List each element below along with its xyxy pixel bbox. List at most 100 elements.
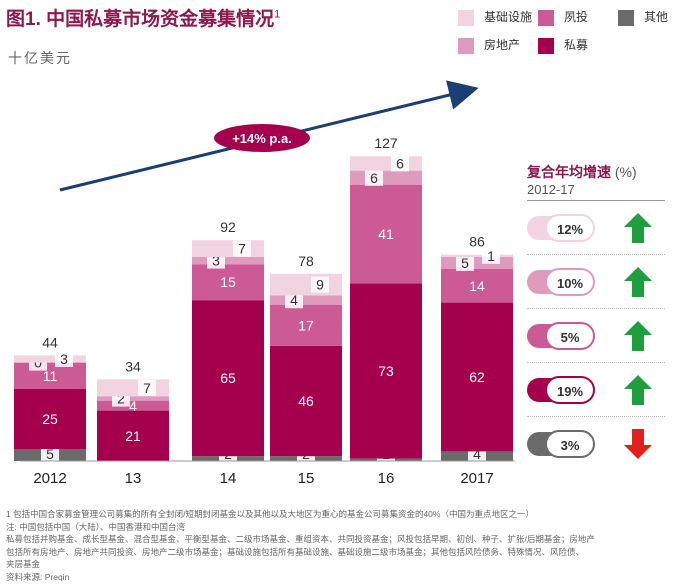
cagr-title: 复合年均增速 (%): [527, 164, 637, 180]
legend-swatch-real-estate: [458, 37, 474, 54]
legend-swatch-infrastructure: [458, 9, 474, 26]
cagr-value: 12%: [545, 214, 595, 242]
data-label: 65: [220, 370, 236, 386]
bar-segment-infra: [97, 379, 169, 397]
data-label-bg: [365, 169, 383, 186]
data-label: 6: [396, 155, 404, 171]
bar-segment-realestate: [270, 295, 342, 305]
legend-item-real-estate: 房地产: [458, 36, 520, 54]
data-label-bg: [285, 292, 303, 309]
data-label-bg: [55, 351, 73, 367]
cagr-value: 3%: [545, 430, 595, 458]
data-label: 3: [212, 253, 220, 269]
data-label: 3: [60, 351, 68, 367]
bar-segment-pe: [350, 283, 422, 459]
cagr-value: 19%: [545, 376, 595, 404]
cagr-value: 5%: [545, 322, 595, 350]
bar-segment-infra: [441, 254, 513, 257]
bar-segment-vc: [441, 269, 513, 303]
arrow-down-icon: [624, 429, 652, 459]
data-label: 1: [487, 248, 495, 264]
total-label: 44: [42, 334, 58, 350]
data-label: 21: [125, 428, 141, 444]
bar-segment-vc: [192, 264, 264, 301]
bar-segment-infra: [350, 156, 422, 171]
data-label: 25: [42, 411, 58, 427]
data-label: 5: [46, 446, 54, 462]
data-label: 14: [469, 278, 485, 294]
data-label-bg: [482, 247, 500, 264]
cagr-row: 5%: [527, 320, 665, 352]
data-label-bg: [138, 379, 156, 396]
x-tick-label: 16: [378, 470, 395, 487]
x-tick-label: 13: [125, 470, 142, 487]
legend-swatch-vc: [538, 9, 554, 26]
data-label: 11: [43, 368, 58, 384]
data-label: 46: [298, 393, 314, 409]
cagr-row-divider: [527, 416, 665, 417]
total-label: 86: [469, 234, 485, 250]
cagr-row: 19%: [527, 374, 665, 406]
bar-segment-realestate: [97, 396, 169, 401]
x-tick-label: 14: [220, 470, 237, 487]
growth-label: +14% p.a.: [232, 131, 292, 146]
cagr-period: 2012-17: [527, 182, 575, 197]
bar-segment-pe: [14, 389, 86, 449]
cagr-row: 12%: [527, 212, 665, 244]
data-label: 5: [461, 255, 469, 271]
data-label: 7: [238, 241, 246, 257]
page-title: 图1. 中国私募市场资金募集情况1: [6, 8, 281, 30]
bar-segment-pe: [192, 300, 264, 457]
data-label-bg: [391, 155, 409, 172]
bar-segment-pe: [270, 345, 342, 457]
x-tick-label: 2017: [460, 470, 493, 487]
legend-swatch-pe: [538, 37, 554, 54]
cagr-row-divider: [527, 308, 665, 309]
x-tick-label: 2012: [33, 470, 66, 487]
data-label: 9: [316, 277, 324, 293]
cagr-value: 10%: [545, 268, 595, 296]
cagr-row: 3%: [527, 428, 665, 460]
bar-segment-infra: [14, 355, 86, 363]
unit-label: 十亿美元: [8, 50, 72, 66]
arrow-up-icon: [624, 375, 652, 405]
legend-item-other: 其他: [618, 8, 668, 26]
footnotes: 1 包括中国合家募金管理公司募集的所有全封闭/短期封闭基金以及其他以及大地区为重…: [6, 508, 696, 583]
data-label-bg: [311, 276, 329, 293]
bar-segment-infra: [192, 240, 264, 257]
bar-segment-realestate: [350, 170, 422, 185]
legend: 基础设施 夙投 其他 房地产 私募: [458, 8, 698, 64]
growth-badge: [214, 124, 310, 152]
cagr-row-divider: [527, 362, 665, 363]
cagr-row-divider: [527, 254, 665, 255]
arrow-up-icon: [624, 213, 652, 243]
data-label: 15: [220, 274, 236, 290]
legend-item-infrastructure: 基础设施: [458, 8, 532, 26]
bar-segment-vc: [270, 305, 342, 346]
footnote-line: 夹层基金: [6, 559, 41, 569]
footnote-line: 包括所有房地产、房地产共同投资、房地产二级市场基金；基础设施包括所有基础设施、基…: [6, 546, 585, 557]
data-label: 62: [469, 369, 485, 385]
arrow-up-icon: [624, 321, 652, 351]
bar-segment-infra: [270, 273, 342, 296]
data-label: 4: [473, 446, 481, 462]
cagr-row: 10%: [527, 266, 665, 298]
bar-segment-realestate: [192, 257, 264, 265]
data-label: 6: [370, 170, 378, 186]
data-label: 4: [129, 398, 137, 414]
total-label: 92: [220, 219, 236, 235]
legend-item-vc: 夙投: [538, 8, 588, 26]
footnote-line: 注: 中国包括中国（大陆）、中国香港和中国台湾: [6, 521, 185, 532]
stacked-bar-chart: +14% p.a. 525110344201202142734132651537…: [14, 80, 515, 487]
footnote-line: 资料来源: Preqin: [6, 571, 70, 582]
data-label-bg: [233, 240, 251, 257]
data-label: 4: [290, 292, 298, 308]
bar-segment-pe: [441, 302, 513, 452]
data-label: 41: [378, 226, 394, 242]
total-label: 34: [125, 358, 141, 374]
data-label: 2: [117, 391, 125, 407]
bar-segment-pe: [97, 410, 169, 461]
data-label: 17: [298, 317, 314, 333]
bar-segment-vc: [14, 362, 86, 389]
data-label: 7: [143, 380, 151, 396]
